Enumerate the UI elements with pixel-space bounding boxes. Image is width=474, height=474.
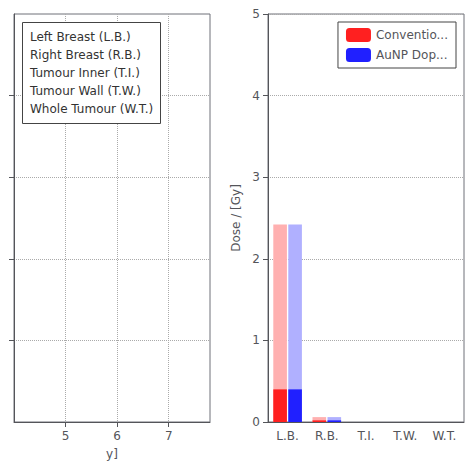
svg-text:T.I.: T.I. xyxy=(356,429,374,443)
svg-text:2: 2 xyxy=(252,252,260,266)
svg-text:3: 3 xyxy=(252,170,260,184)
svg-text:Left Breast (L.B.): Left Breast (L.B.) xyxy=(30,30,131,44)
svg-text:Conventio...: Conventio... xyxy=(376,28,448,42)
svg-text:L.B.: L.B. xyxy=(276,429,299,443)
svg-text:7: 7 xyxy=(165,429,173,443)
svg-text:Dose / [Gy]: Dose / [Gy] xyxy=(229,184,243,252)
svg-text:Right Breast (R.B.): Right Breast (R.B.) xyxy=(30,48,141,62)
svg-text:5: 5 xyxy=(252,7,260,21)
svg-text:4: 4 xyxy=(252,89,260,103)
svg-text:1: 1 xyxy=(252,333,260,347)
svg-text:AuNP Dop...: AuNP Dop... xyxy=(376,48,447,62)
svg-text:Whole Tumour (W.T.): Whole Tumour (W.T.) xyxy=(30,102,153,116)
svg-text:W.T.: W.T. xyxy=(432,429,456,443)
svg-text:Tumour Wall (T.W.): Tumour Wall (T.W.) xyxy=(29,84,141,98)
svg-text:0: 0 xyxy=(252,415,260,429)
svg-text:R.B.: R.B. xyxy=(315,429,339,443)
svg-text:6: 6 xyxy=(113,429,121,443)
svg-text:5: 5 xyxy=(62,429,70,443)
svg-text:T.W.: T.W. xyxy=(392,429,417,443)
svg-text:Tumour Inner (T.I.): Tumour Inner (T.I.) xyxy=(29,66,140,80)
svg-text:y]: y] xyxy=(106,447,118,461)
